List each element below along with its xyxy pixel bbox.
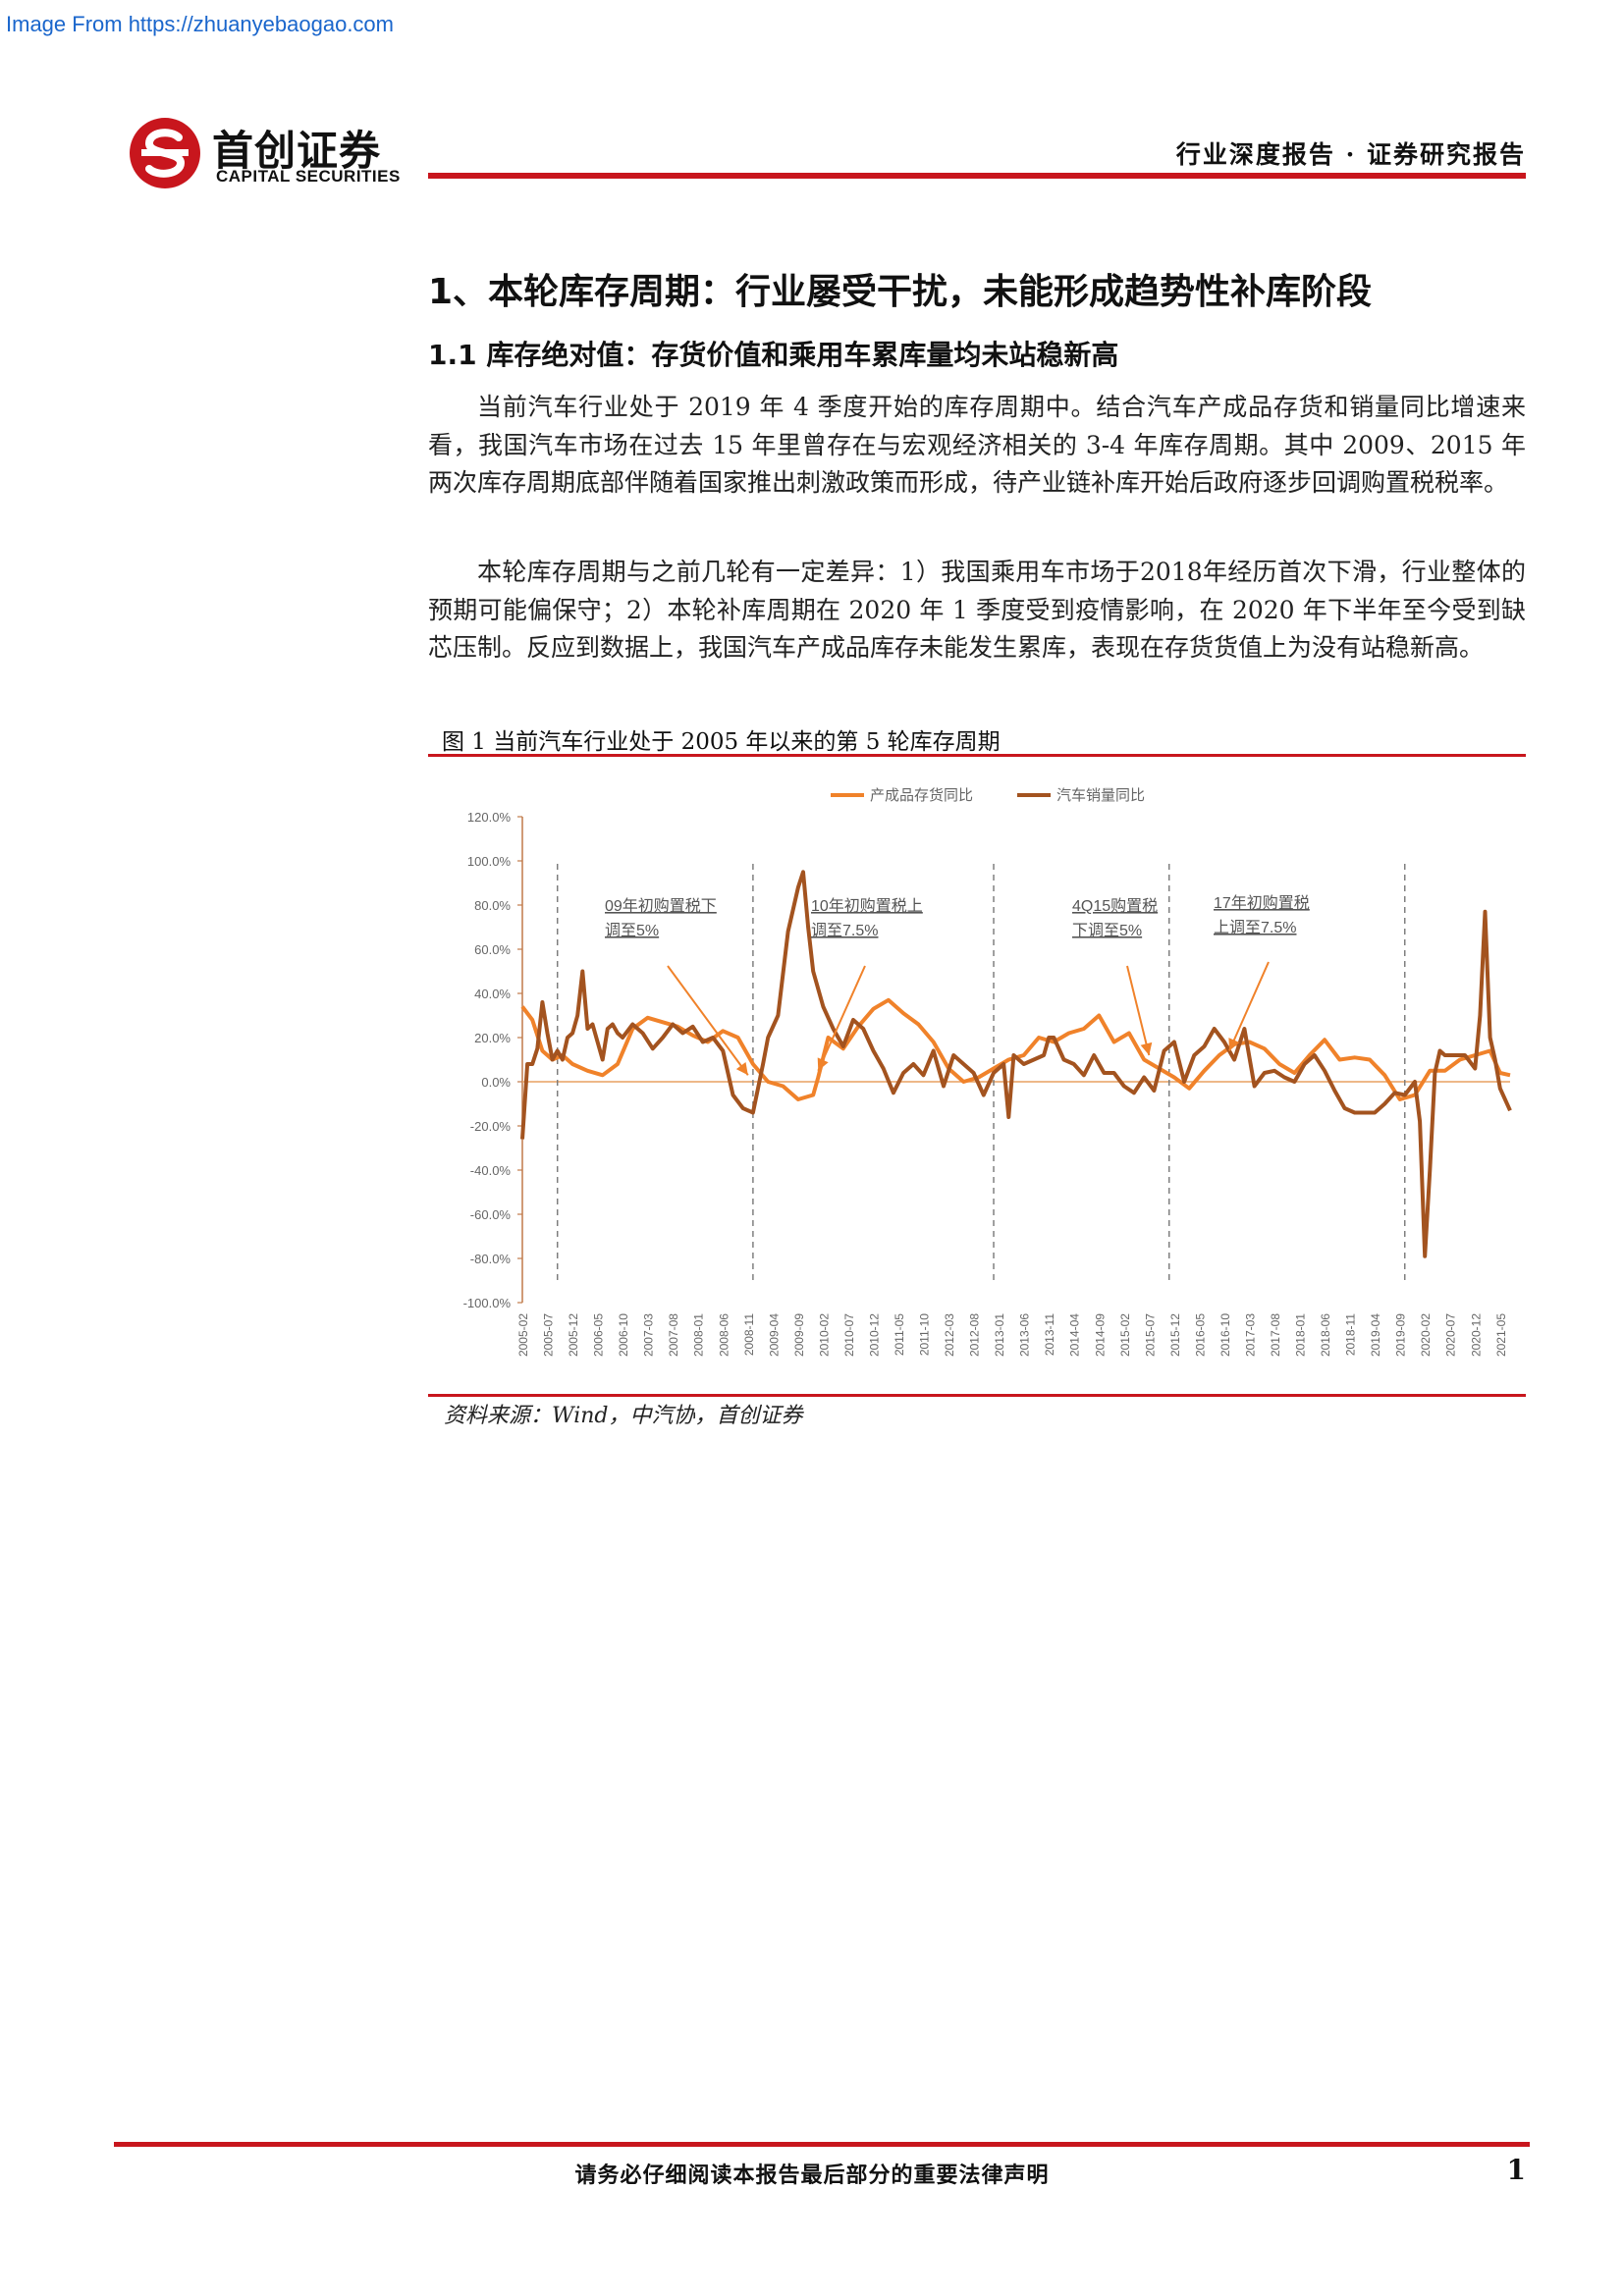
x-tick-label: 2011-10 [918, 1313, 932, 1356]
x-tick-label: 2016-10 [1218, 1313, 1232, 1357]
y-tick-label: -100.0% [463, 1296, 512, 1310]
annotation-arrowhead [735, 1062, 748, 1076]
y-tick-label: 0.0% [481, 1075, 511, 1090]
annotation-arrowhead [1228, 1038, 1240, 1051]
x-tick-label: 2010-12 [867, 1313, 881, 1357]
x-tick-label: 2020-07 [1444, 1313, 1458, 1357]
body-paragraph: 本轮库存周期与之前几轮有一定差异：1）我国乘用车市场于2018年经历首次下滑，行… [428, 558, 1526, 662]
annotation-text: 调至5% [605, 922, 659, 939]
annotation-arrow [1228, 961, 1270, 1051]
annotation-arrow [667, 965, 749, 1076]
footer-divider [114, 2142, 1530, 2147]
x-tick-label: 2013-11 [1043, 1313, 1056, 1356]
x-tick-label: 2005-02 [516, 1313, 530, 1357]
x-tick-label: 2008-01 [692, 1313, 706, 1357]
y-tick-label: -80.0% [470, 1252, 512, 1266]
x-tick-label: 2015-07 [1143, 1313, 1157, 1357]
x-tick-label: 2020-02 [1419, 1313, 1433, 1357]
x-tick-label: 2012-03 [943, 1313, 956, 1357]
figure-top-rule [428, 754, 1526, 757]
x-tick-label: 2011-05 [893, 1313, 906, 1356]
y-tick-label: 120.0% [467, 810, 512, 825]
subsection-heading: 1.1 库存绝对值：存货价值和乘用车累库量均未站稳新高 [428, 339, 1119, 371]
annotation-text: 下调至5% [1072, 922, 1142, 939]
annotation-arrowhead [1140, 1041, 1153, 1055]
annotation-arrowhead [817, 1057, 829, 1071]
x-tick-label: 2012-08 [968, 1313, 982, 1357]
x-tick-label: 2005-07 [542, 1313, 556, 1357]
x-tick-label: 2009-04 [767, 1313, 781, 1357]
x-tick-label: 2006-05 [592, 1313, 606, 1357]
y-tick-label: -40.0% [470, 1163, 512, 1178]
legend-label: 汽车销量同比 [1056, 787, 1145, 804]
body-paragraph: 当前汽车行业处于 2019 年 4 季度开始的库存周期中。结合汽车产成品存货和销… [428, 393, 1526, 497]
x-tick-label: 2008-11 [742, 1313, 756, 1356]
figure-bottom-rule [428, 1394, 1526, 1397]
source-watermark: Image From https://zhuanyebaogao.com [6, 12, 394, 36]
annotation-arrow [1126, 965, 1151, 1056]
x-tick-label: 2017-03 [1243, 1313, 1257, 1357]
x-tick-label: 2008-06 [717, 1313, 731, 1357]
x-tick-label: 2014-09 [1093, 1313, 1107, 1357]
x-tick-label: 2019-09 [1394, 1313, 1408, 1357]
legend-label: 产成品存货同比 [870, 787, 973, 804]
x-tick-label: 2016-05 [1193, 1313, 1207, 1357]
y-tick-label: -20.0% [470, 1119, 512, 1134]
x-tick-label: 2005-12 [567, 1313, 580, 1357]
x-tick-label: 2013-06 [1018, 1313, 1032, 1357]
annotation-text: 4Q15购置税 [1072, 897, 1158, 915]
x-tick-label: 2018-11 [1344, 1313, 1358, 1356]
x-tick-label: 2021-05 [1494, 1313, 1508, 1357]
x-tick-label: 2020-12 [1469, 1313, 1483, 1357]
annotation-text: 10年初购置税上 [811, 897, 923, 915]
header-divider [428, 173, 1526, 179]
x-tick-label: 2009-09 [792, 1313, 806, 1357]
x-tick-label: 2017-08 [1269, 1313, 1282, 1357]
x-tick-label: 2013-01 [993, 1313, 1006, 1357]
report-type-label: 行业深度报告 · 证券研究报告 [1175, 140, 1526, 169]
annotation-text: 上调至7.5% [1214, 919, 1296, 936]
y-tick-label: 60.0% [474, 942, 511, 957]
annotation-text: 17年初购置税 [1214, 894, 1310, 912]
x-tick-label: 2007-08 [667, 1313, 680, 1357]
auto-sales-yoy-line [520, 870, 1512, 1258]
logo-chinese-name: 首创证券 [212, 127, 382, 175]
capital-securities-logo-icon [130, 118, 200, 188]
figure-source-note: 资料来源：Wind，中汽协，首创证券 [444, 1404, 803, 1428]
company-logo: 首创证券 CAPITAL SECURITIES [128, 116, 422, 194]
annotation-text: 调至7.5% [811, 922, 878, 939]
x-tick-label: 2007-03 [642, 1313, 656, 1357]
x-tick-label: 2015-02 [1118, 1313, 1132, 1357]
x-tick-label: 2014-04 [1068, 1313, 1082, 1357]
y-tick-label: 80.0% [474, 898, 511, 913]
inventory-cycle-line-chart: 120.0% 100.0% 80.0% 60.0% 40.0% 20.0% 0.0% -20.… [463, 787, 1512, 1357]
x-tick-label: 2006-10 [617, 1313, 630, 1357]
section-heading: 1、本轮库存周期：行业屡受干扰，未能形成趋势性补库阶段 [428, 272, 1373, 312]
x-tick-label: 2010-02 [817, 1313, 831, 1357]
annotation-text: 09年初购置税下 [605, 897, 717, 915]
x-tick-label: 2019-04 [1369, 1313, 1382, 1357]
figure-title: 图 1 当前汽车行业处于 2005 年以来的第 5 轮库存周期 [442, 729, 1001, 755]
y-tick-label: 40.0% [474, 987, 511, 1001]
legal-notice: 请务必仔细阅读本报告最后部分的重要法律声明 [574, 2163, 1050, 2188]
y-tick-label: -60.0% [470, 1207, 512, 1222]
y-tick-label: 100.0% [467, 854, 512, 869]
page-number: 1 [1506, 2154, 1526, 2186]
x-tick-label: 2015-12 [1168, 1313, 1182, 1357]
x-tick-label: 2010-07 [842, 1313, 856, 1357]
logo-english-name: CAPITAL SECURITIES [216, 167, 401, 186]
x-tick-label: 2018-06 [1319, 1313, 1332, 1357]
inventory-yoy-line [520, 997, 1511, 1101]
annotation-arrow [817, 965, 866, 1072]
x-tick-label: 2018-01 [1294, 1313, 1308, 1357]
y-tick-label: 20.0% [474, 1031, 511, 1045]
